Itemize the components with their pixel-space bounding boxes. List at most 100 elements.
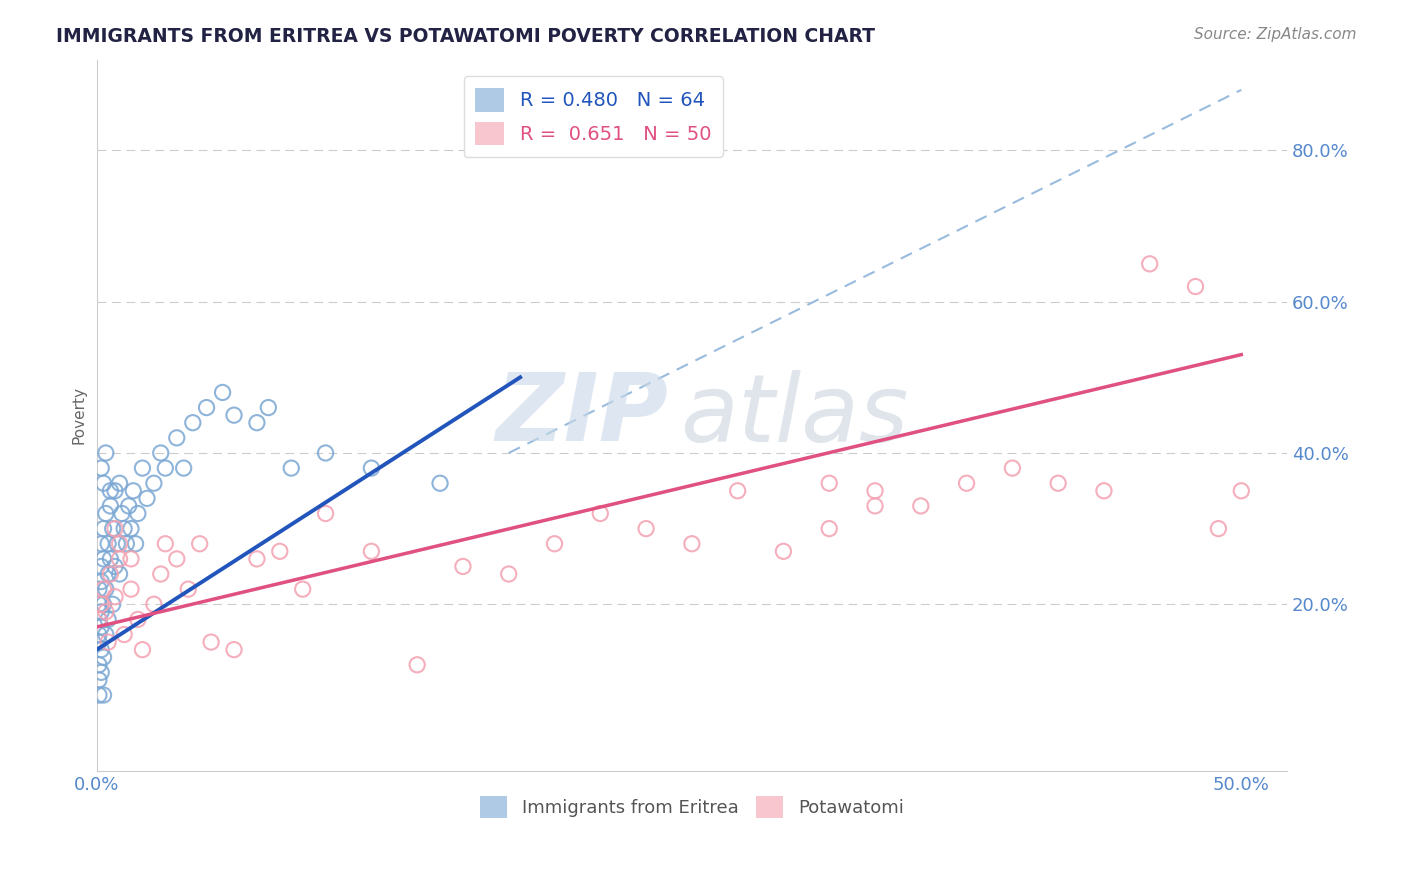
Point — [93, 650, 115, 665]
Point — [1230, 483, 1253, 498]
Point — [112, 522, 135, 536]
Point — [155, 461, 177, 475]
Point — [100, 567, 122, 582]
Point — [772, 544, 794, 558]
Point — [122, 483, 145, 498]
Point — [955, 476, 977, 491]
Point — [1047, 476, 1070, 491]
Point — [94, 446, 117, 460]
Point — [100, 499, 122, 513]
Point — [131, 461, 153, 475]
Point — [90, 559, 112, 574]
Point — [87, 612, 110, 626]
Point — [149, 446, 172, 460]
Point — [142, 476, 165, 491]
Point — [112, 627, 135, 641]
Point — [1001, 461, 1024, 475]
Point — [498, 567, 520, 582]
Point — [94, 582, 117, 596]
Point — [360, 544, 382, 558]
Point — [188, 537, 211, 551]
Point — [97, 635, 120, 649]
Point — [280, 461, 302, 475]
Point — [93, 522, 115, 536]
Point — [104, 590, 127, 604]
Point — [315, 507, 337, 521]
Point — [543, 537, 565, 551]
Point — [104, 522, 127, 536]
Point — [104, 483, 127, 498]
Point — [136, 491, 159, 506]
Point — [195, 401, 218, 415]
Point — [108, 537, 131, 551]
Point — [104, 559, 127, 574]
Point — [818, 476, 841, 491]
Point — [87, 597, 110, 611]
Point — [166, 552, 188, 566]
Point — [120, 522, 142, 536]
Point — [87, 673, 110, 687]
Point — [124, 537, 146, 551]
Point — [910, 499, 932, 513]
Point — [155, 537, 177, 551]
Point — [291, 582, 314, 596]
Point — [115, 537, 138, 551]
Point — [149, 567, 172, 582]
Point — [90, 574, 112, 589]
Point — [90, 642, 112, 657]
Text: atlas: atlas — [681, 369, 908, 460]
Point — [87, 627, 110, 641]
Point — [142, 597, 165, 611]
Point — [90, 620, 112, 634]
Point — [93, 688, 115, 702]
Point — [94, 605, 117, 619]
Point — [120, 552, 142, 566]
Point — [87, 688, 110, 702]
Point — [127, 612, 149, 626]
Point — [108, 552, 131, 566]
Point — [105, 537, 128, 551]
Point — [90, 537, 112, 551]
Point — [589, 507, 612, 521]
Point — [87, 657, 110, 672]
Point — [90, 665, 112, 680]
Point — [360, 461, 382, 475]
Point — [93, 582, 115, 596]
Point — [90, 597, 112, 611]
Point — [406, 657, 429, 672]
Point — [100, 552, 122, 566]
Text: Source: ZipAtlas.com: Source: ZipAtlas.com — [1194, 27, 1357, 42]
Point — [93, 476, 115, 491]
Point — [1092, 483, 1115, 498]
Point — [127, 507, 149, 521]
Point — [101, 597, 124, 611]
Point — [108, 567, 131, 582]
Point — [181, 416, 204, 430]
Point — [211, 385, 233, 400]
Legend: Immigrants from Eritrea, Potawatomi: Immigrants from Eritrea, Potawatomi — [472, 789, 911, 826]
Point — [120, 582, 142, 596]
Point — [118, 499, 141, 513]
Point — [94, 627, 117, 641]
Point — [97, 537, 120, 551]
Point — [101, 522, 124, 536]
Y-axis label: Poverty: Poverty — [72, 386, 86, 444]
Point — [1184, 279, 1206, 293]
Point — [863, 483, 886, 498]
Point — [246, 552, 269, 566]
Point — [1208, 522, 1230, 536]
Point — [863, 499, 886, 513]
Point — [87, 612, 110, 626]
Point — [222, 642, 245, 657]
Point — [173, 461, 195, 475]
Point — [87, 635, 110, 649]
Point — [87, 582, 110, 596]
Point — [1139, 257, 1161, 271]
Point — [257, 401, 280, 415]
Point — [94, 507, 117, 521]
Point — [90, 605, 112, 619]
Point — [269, 544, 291, 558]
Text: ZIP: ZIP — [495, 369, 668, 461]
Point — [93, 552, 115, 566]
Point — [111, 507, 134, 521]
